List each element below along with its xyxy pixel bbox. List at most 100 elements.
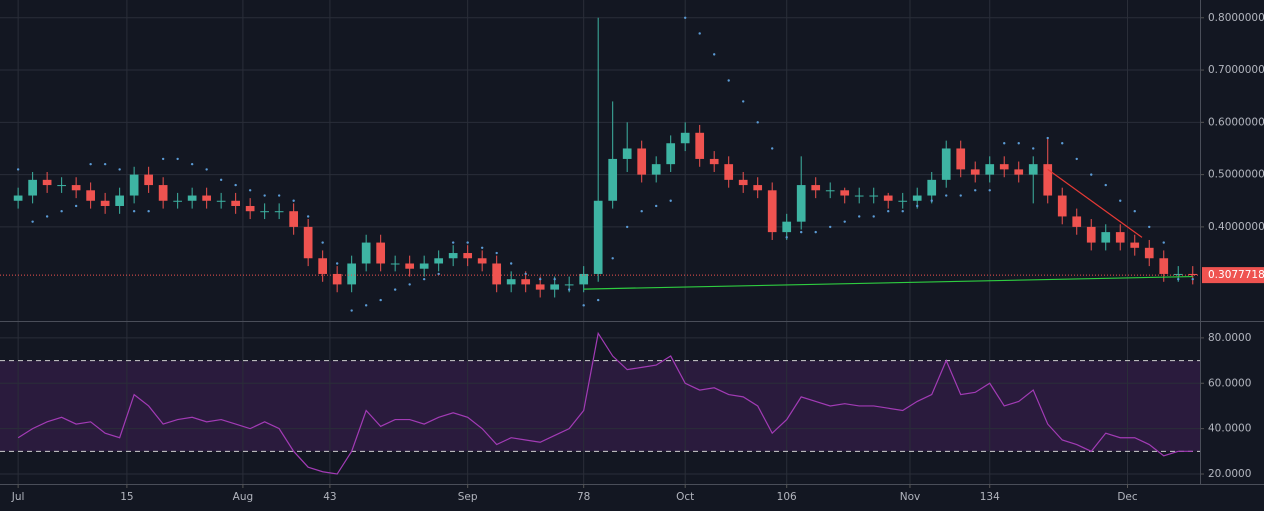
sar-dot: [756, 121, 759, 124]
trend-line: [583, 275, 1193, 290]
sar-dot: [785, 236, 788, 239]
candle-body: [71, 185, 81, 191]
candle-body: [245, 205, 255, 212]
sar-dot: [1119, 199, 1122, 202]
sar-dot: [234, 183, 237, 187]
sar-dot: [335, 262, 339, 265]
candle-body: [1086, 226, 1096, 243]
sar-dot: [771, 147, 774, 150]
candle-body: [347, 263, 357, 285]
candle-body: [985, 164, 995, 175]
sar-dot: [567, 288, 571, 291]
sar-dot: [1046, 136, 1049, 140]
sar-dot: [669, 199, 672, 202]
sar-dot: [176, 157, 179, 161]
sar-dot: [1090, 173, 1093, 176]
sar-dot: [800, 230, 803, 234]
candle-body: [811, 185, 821, 191]
sar-dot: [379, 298, 382, 302]
candle-body: [42, 179, 52, 186]
sar-dot: [524, 272, 527, 276]
candle-body: [57, 185, 66, 187]
candle-body: [303, 226, 313, 259]
sar-dot: [974, 189, 977, 192]
candle-body: [289, 211, 299, 227]
sar-dot: [161, 157, 165, 161]
candle-body: [448, 253, 458, 259]
sar-dot: [408, 283, 411, 286]
y-tick-label: 0.5000000: [1208, 169, 1264, 181]
candle-body: [521, 279, 531, 285]
sar-dot: [596, 298, 600, 302]
candle-body: [274, 211, 284, 213]
candle-body: [1130, 242, 1140, 248]
candle-body: [390, 263, 400, 265]
candle-body: [579, 273, 589, 285]
sar-dot: [887, 210, 890, 213]
x-tick-label: Jul: [11, 491, 25, 503]
candle-body: [1057, 195, 1067, 217]
sar-dot: [553, 277, 556, 281]
sar-dot: [683, 16, 687, 19]
sar-dot: [1162, 241, 1165, 244]
sar-dot: [45, 215, 49, 218]
candle-body: [187, 195, 197, 201]
candle-body: [332, 273, 342, 285]
candle-body: [869, 195, 879, 197]
candle-body: [550, 284, 560, 290]
candle-body: [1115, 232, 1125, 243]
candle-body: [651, 164, 661, 175]
candle-body: [680, 132, 690, 144]
x-tick-label: Oct: [676, 491, 694, 503]
sar-dot: [60, 210, 63, 213]
candle-body: [115, 195, 124, 206]
rsi-line: [17, 331, 1193, 475]
sar-dot: [1191, 277, 1194, 281]
candle-body: [637, 148, 647, 175]
x-tick-label: 43: [323, 491, 336, 503]
sar-dot: [538, 277, 542, 281]
candle-body: [419, 263, 429, 269]
x-tick-label: 134: [980, 491, 1000, 503]
sar-dot: [727, 79, 730, 82]
candle-body: [709, 158, 719, 165]
x-tick-label: 78: [577, 491, 590, 503]
sar-dot: [248, 189, 252, 192]
sar-dot: [132, 210, 136, 213]
candle-body: [434, 258, 444, 264]
sar-dot: [1148, 225, 1151, 229]
sar-dot: [698, 32, 701, 35]
sar-dot: [480, 246, 484, 250]
sar-dot: [16, 168, 20, 171]
sar-dot: [1017, 142, 1020, 145]
candle-body: [231, 200, 240, 206]
sar-dot: [988, 189, 991, 192]
sar-dot: [205, 168, 208, 171]
candle-body: [173, 200, 182, 202]
candle-body: [608, 158, 618, 201]
candle-body: [1043, 164, 1053, 196]
sar-dot: [930, 199, 933, 202]
candle-body: [753, 185, 763, 191]
sar-dot: [712, 53, 716, 56]
candle-body: [1028, 164, 1038, 175]
sar-dot: [263, 194, 266, 197]
candle-body: [1173, 273, 1183, 275]
candle-body: [361, 242, 371, 264]
sar-dot: [640, 210, 643, 213]
sar-dot: [147, 210, 150, 213]
sar-dot: [292, 199, 295, 202]
y-tick-label: 0.7000000: [1208, 64, 1264, 76]
candle-body: [956, 148, 966, 170]
candle-body: [1014, 169, 1024, 175]
candle-body: [216, 200, 226, 202]
rsi-band: [0, 360, 1200, 452]
candle-body: [492, 263, 502, 285]
candle-body: [796, 185, 806, 222]
sar-dot: [89, 162, 92, 166]
y-tick-label: 0.6000000: [1208, 116, 1264, 128]
x-tick-label: Dec: [1117, 491, 1138, 503]
x-tick-label: 106: [777, 491, 797, 503]
sar-dot: [74, 204, 78, 208]
